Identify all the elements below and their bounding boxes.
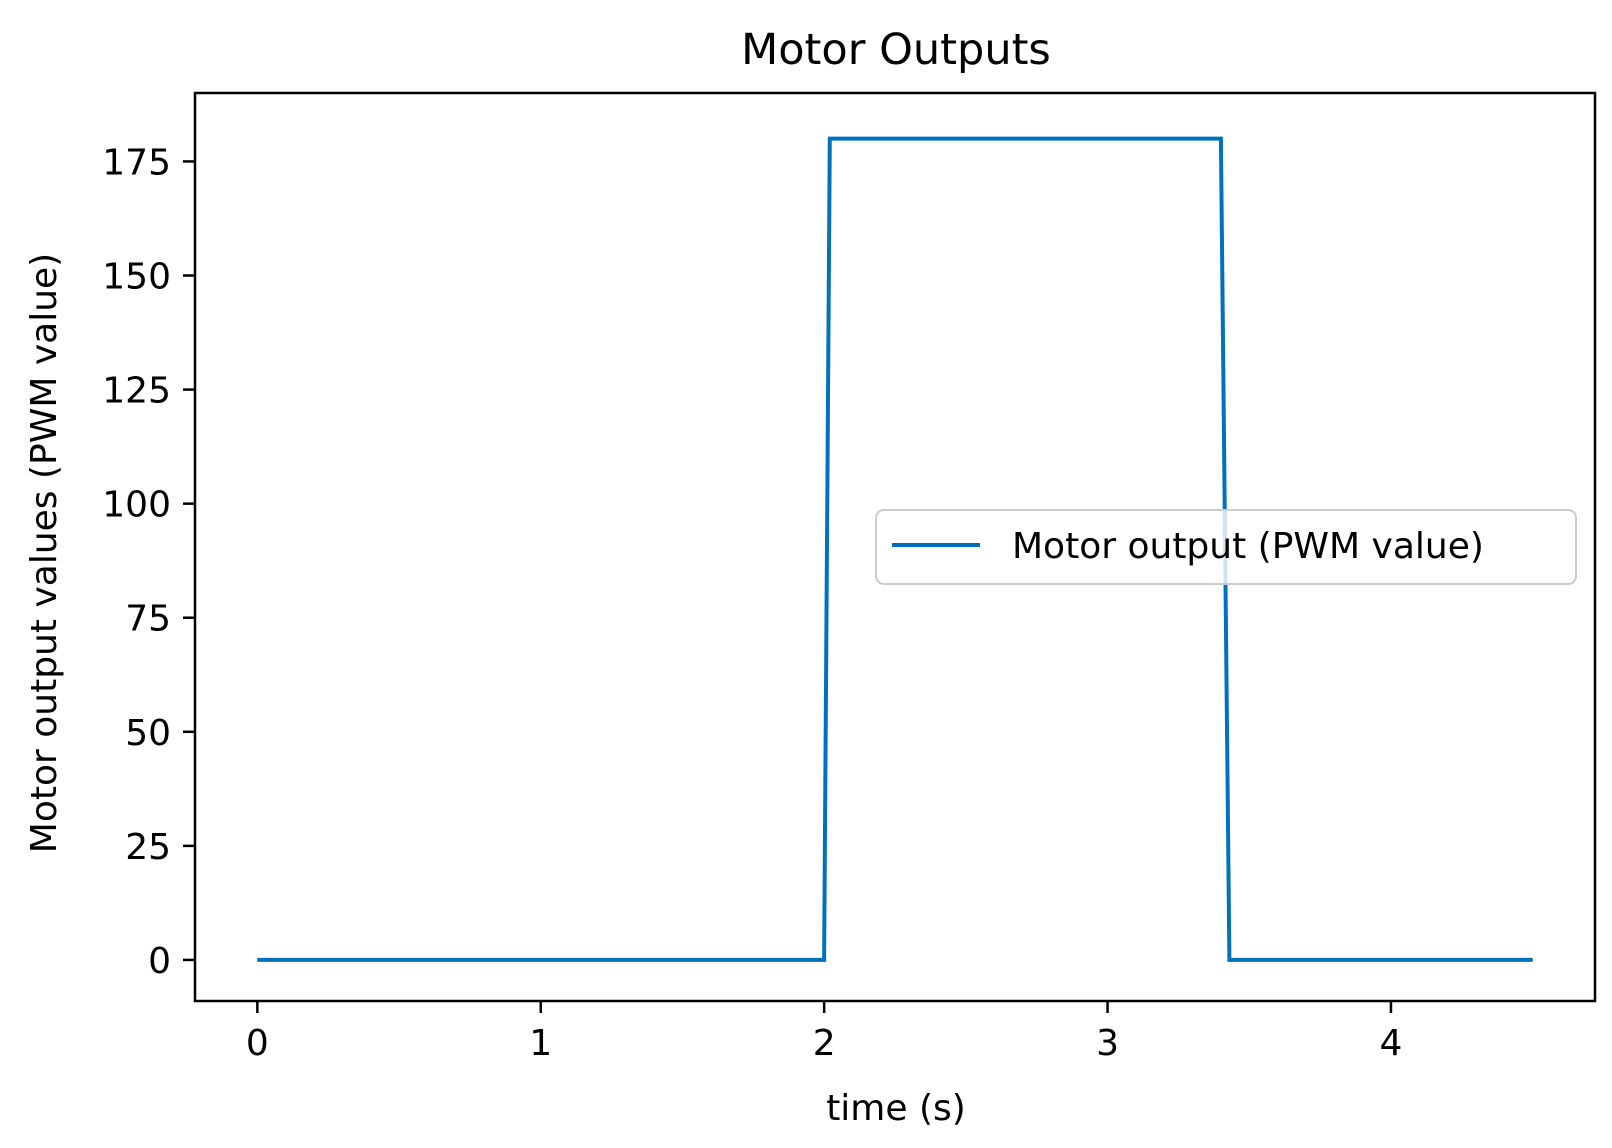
y-tick-label: 75 bbox=[125, 599, 171, 640]
y-tick-label: 150 bbox=[102, 257, 171, 298]
y-tick-label: 125 bbox=[102, 371, 171, 412]
series-layer bbox=[257, 136, 1533, 962]
series-line-motor-output bbox=[257, 136, 1533, 962]
x-axis-title: time (s) bbox=[826, 1088, 966, 1129]
y-tick-label: 0 bbox=[148, 941, 171, 982]
x-axis: 0 1 2 3 4 bbox=[246, 1001, 1402, 1064]
y-tick-label: 175 bbox=[102, 142, 171, 183]
legend-label: Motor output (PWM value) bbox=[1012, 526, 1484, 567]
y-axis: 0 25 50 75 100 125 150 175 bbox=[102, 142, 195, 982]
y-tick-label: 100 bbox=[102, 485, 171, 526]
legend: Motor output (PWM value) bbox=[875, 509, 1577, 585]
plot-frame bbox=[193, 91, 1597, 1003]
x-tick-label: 4 bbox=[1379, 1023, 1402, 1064]
y-tick-label: 25 bbox=[125, 827, 171, 868]
y-axis-title: Motor output values (PWM value) bbox=[24, 253, 65, 853]
x-tick-label: 2 bbox=[813, 1023, 836, 1064]
x-tick-label: 0 bbox=[246, 1023, 269, 1064]
y-tick-label: 50 bbox=[125, 713, 171, 754]
legend-box bbox=[875, 509, 1577, 585]
chart-title: Motor Outputs bbox=[741, 25, 1051, 75]
x-tick-label: 1 bbox=[529, 1023, 552, 1064]
x-tick-label: 3 bbox=[1096, 1023, 1119, 1064]
